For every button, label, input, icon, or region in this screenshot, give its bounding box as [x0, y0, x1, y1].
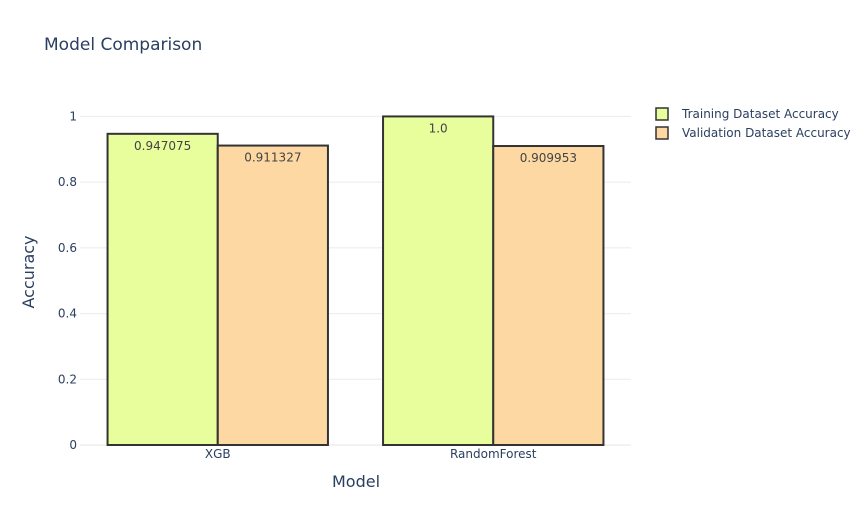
ticks: 0 0.2 0.4 0.6 0.8 1 XGB RandomForest [58, 109, 537, 461]
y-axis-title: Accuracy [19, 235, 38, 308]
legend-label: Training Dataset Accuracy [681, 107, 839, 121]
legend-swatch [655, 126, 669, 140]
legend-item[interactable]: Validation Dataset Accuracy [655, 126, 851, 140]
legend-swatch [655, 107, 669, 121]
bar-value-label: 0.909953 [520, 151, 577, 165]
legend-item[interactable]: Training Dataset Accuracy [655, 107, 839, 121]
legend-label: Validation Dataset Accuracy [682, 126, 851, 140]
y-tick-label: 0.4 [58, 307, 77, 321]
bar-value-label: 0.947075 [134, 139, 191, 153]
y-tick-label: 0 [69, 438, 77, 452]
chart-title: Model Comparison [44, 35, 202, 55]
bar[interactable] [106, 132, 219, 446]
bar[interactable] [216, 144, 329, 446]
x-axis-title: Model [332, 472, 380, 491]
y-tick-label: 0.8 [58, 175, 77, 189]
bar[interactable] [492, 145, 605, 446]
bar-value-label: 1.0 [429, 121, 448, 135]
y-tick-label: 0.2 [58, 372, 77, 386]
bar-value-label: 0.911327 [244, 151, 301, 165]
y-tick-label: 1 [69, 109, 77, 123]
legend[interactable]: Training Dataset Accuracy Validation Data… [655, 107, 851, 140]
bars: 0.947075 0.911327 1.0 0.909953 [106, 115, 605, 447]
y-tick-label: 0.6 [58, 241, 77, 255]
x-tick-label: XGB [205, 447, 231, 461]
bar[interactable] [382, 115, 495, 447]
x-tick-label: RandomForest [450, 447, 537, 461]
